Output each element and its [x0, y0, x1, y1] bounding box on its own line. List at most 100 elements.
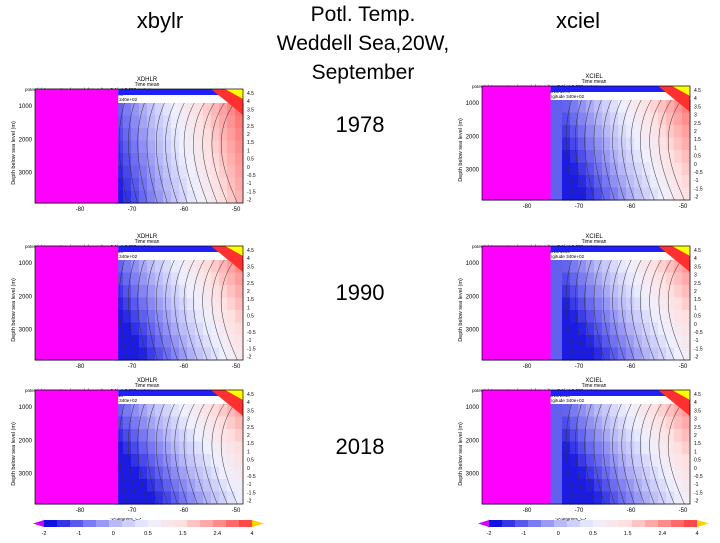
- field-cell: [586, 466, 595, 480]
- field-cell: [658, 150, 667, 164]
- x-tick-label: -70: [128, 508, 137, 514]
- field-cell: [179, 429, 188, 443]
- field-cell: [163, 454, 172, 468]
- field-cell: [155, 272, 164, 286]
- field-cell: [235, 178, 244, 192]
- x-tick-label: -60: [180, 508, 189, 514]
- contour-level-label: 3.5: [247, 107, 254, 113]
- field-cell: [235, 285, 244, 299]
- field-cell: [602, 454, 611, 468]
- field-cell: [147, 416, 156, 430]
- field-cell: [602, 187, 611, 201]
- land-mask: [35, 89, 119, 203]
- field-cell: [211, 103, 220, 117]
- contour-level-label: 2: [247, 289, 250, 295]
- field-cell: [123, 260, 132, 274]
- field-cell: [626, 466, 635, 480]
- field-cell: [219, 416, 228, 430]
- field-cell: [610, 112, 619, 126]
- field-cell: [650, 100, 659, 114]
- field-cell: [634, 466, 643, 480]
- field-cell: [147, 297, 156, 311]
- figure-title-line: Weddell Sea,20W,: [276, 32, 450, 55]
- field-cell: [554, 479, 563, 493]
- x-tick-label: -60: [627, 204, 636, 210]
- field-cell: [171, 272, 180, 286]
- field-cell: [586, 125, 595, 139]
- field-cell: [578, 137, 587, 151]
- field-cell: [642, 112, 651, 126]
- field-cell: [179, 128, 188, 142]
- field-cell: [666, 175, 675, 189]
- contour-line: [584, 99, 595, 201]
- x-tick-label: -70: [575, 508, 584, 514]
- field-cell: [131, 103, 140, 117]
- field-cell: [578, 404, 587, 418]
- field-cell: [618, 260, 627, 274]
- colorbar-label: -2<degrees_C>: [110, 518, 142, 521]
- field-cell: [219, 441, 228, 455]
- field-cell: [602, 260, 611, 274]
- plot-frame: [481, 245, 691, 361]
- field-cell: [650, 125, 659, 139]
- x-tick-label: -60: [627, 364, 636, 370]
- field-cell: [642, 441, 651, 455]
- contour-line: [146, 259, 158, 361]
- contour-line: [603, 99, 615, 201]
- field-cell: [642, 162, 651, 176]
- field-cell: [155, 491, 164, 505]
- field-cell: [594, 175, 603, 189]
- field-cell: [163, 479, 172, 493]
- field-cell: [155, 285, 164, 299]
- field-cell: [219, 285, 228, 299]
- field-cell: [586, 137, 595, 151]
- field-cell: [131, 404, 140, 418]
- field-cell: [554, 137, 563, 151]
- field-cell: [139, 178, 148, 192]
- field-cell: [554, 454, 563, 468]
- field-cell: [610, 322, 619, 336]
- colorbar-tick-label: -1: [76, 531, 81, 537]
- field-cell: [123, 297, 132, 311]
- plot-frame: [481, 85, 691, 201]
- field-cell: [618, 310, 627, 324]
- panel-code: XCIEL: [585, 234, 603, 240]
- field-cell: [171, 153, 180, 167]
- field-cell: [123, 128, 132, 142]
- field-cell: [626, 100, 635, 114]
- field-cell: [203, 310, 212, 324]
- field-cell: [179, 115, 188, 129]
- contour-line: [658, 259, 675, 361]
- field-cell: [594, 404, 603, 418]
- field-cell: [203, 441, 212, 455]
- field-cell: [674, 137, 683, 151]
- field-cell: [634, 272, 643, 286]
- field-cell: [203, 190, 212, 204]
- field-cell: [682, 454, 691, 468]
- field-cell: [578, 187, 587, 201]
- field-cell: [666, 112, 675, 126]
- field-cell: [682, 125, 691, 139]
- field-cell: [187, 347, 196, 361]
- field-cell: [235, 272, 244, 286]
- contour-line: [156, 259, 168, 361]
- field-cell: [650, 260, 659, 274]
- field-cell: [682, 441, 691, 455]
- field-cell: [554, 150, 563, 164]
- field-cell: [163, 416, 172, 430]
- contour-level-label: -1.5: [247, 189, 256, 195]
- contour-level-label: 1.5: [247, 297, 254, 303]
- field-cell: [682, 491, 691, 505]
- field-cell: [618, 297, 627, 311]
- colorbar-swatch: [122, 520, 136, 527]
- land-mask: [35, 390, 119, 504]
- field-cell: [626, 429, 635, 443]
- field-cell: [666, 454, 675, 468]
- field-cell: [147, 454, 156, 468]
- field-cell: [123, 178, 132, 192]
- field-cell: [666, 297, 675, 311]
- contour-level-label: 4: [694, 256, 697, 262]
- field-cell: [155, 297, 164, 311]
- contour-line: [575, 99, 585, 201]
